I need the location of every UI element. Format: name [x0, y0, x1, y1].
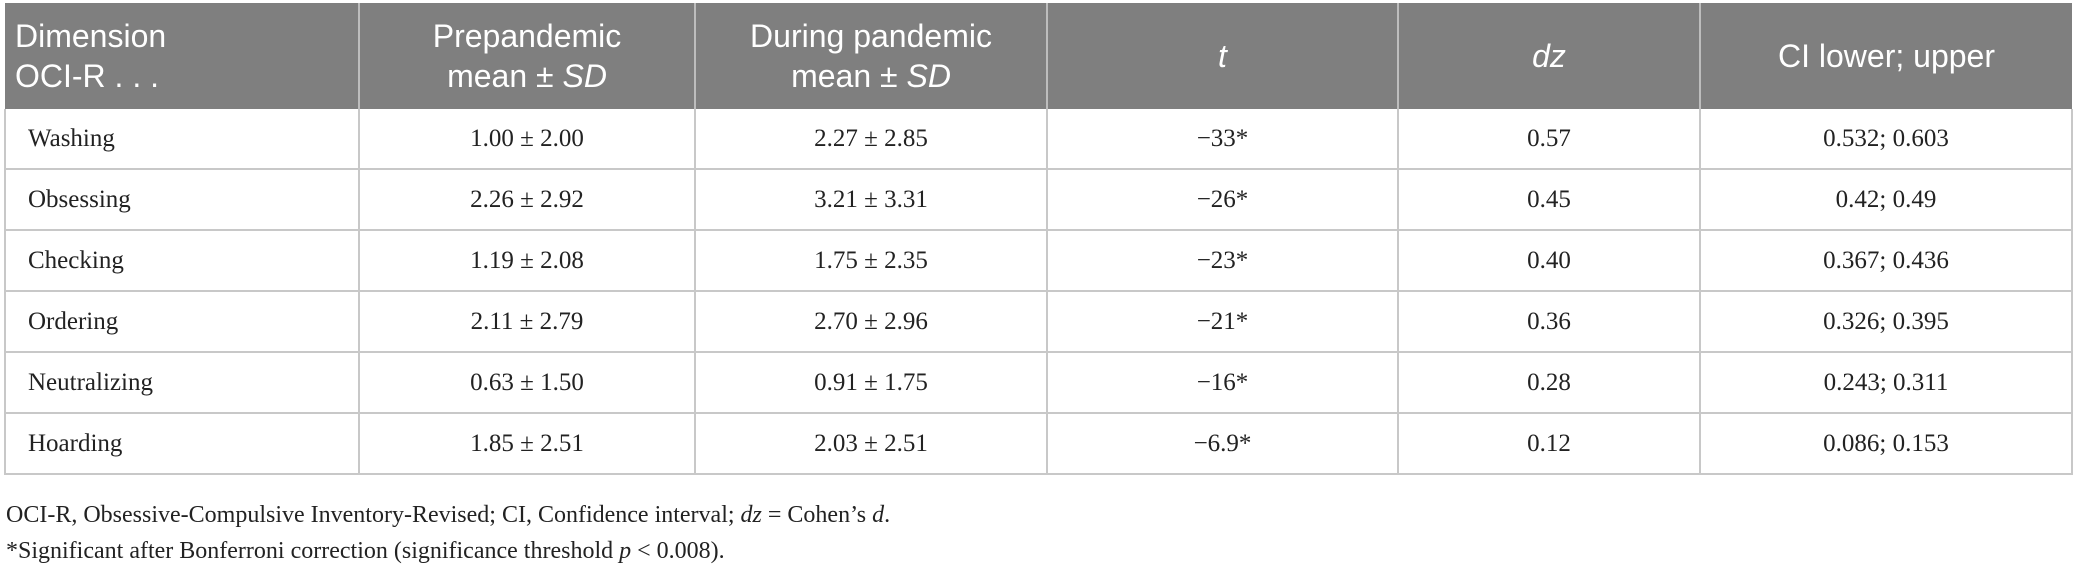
footnote-abbrev-dz: dz [740, 502, 762, 528]
cell-t: −21* [1046, 290, 1399, 353]
table-row: Checking 1.19 ± 2.08 1.75 ± 2.35 −23* 0.… [4, 229, 2073, 292]
footnote-abbrev-equals: = Cohen’s [761, 502, 873, 528]
header-t: t [1046, 3, 1398, 109]
cell-dimension: Checking [4, 229, 360, 292]
header-t-label: t [1218, 38, 1227, 74]
cell-dimension: Neutralizing [4, 351, 360, 414]
cell-t: −33* [1046, 109, 1399, 170]
cell-ci: 0.42; 0.49 [1699, 168, 2073, 231]
cell-dz: 0.57 [1397, 109, 1701, 170]
cell-dz: 0.40 [1397, 229, 1701, 292]
cell-during: 2.27 ± 2.85 [694, 109, 1048, 170]
header-prepandemic-mean: mean ± [447, 58, 563, 94]
results-table-container: Dimension OCI-R . . . Prepandemic mean ±… [4, 3, 2073, 475]
header-during-line1: During pandemic [750, 18, 992, 54]
header-during-pandemic: During pandemic mean ± SD [694, 3, 1047, 109]
footnote-significance: *Significant after Bonferroni correction… [6, 533, 890, 569]
results-table: Dimension OCI-R . . . Prepandemic mean ±… [4, 3, 2073, 475]
cell-during: 1.75 ± 2.35 [694, 229, 1048, 292]
header-dz: dz [1397, 3, 1700, 109]
cell-dz: 0.12 [1397, 412, 1701, 475]
cell-during: 2.03 ± 2.51 [694, 412, 1048, 475]
cell-during: 3.21 ± 3.31 [694, 168, 1048, 231]
table-footnotes: OCI-R, Obsessive-Compulsive Inventory-Re… [6, 497, 890, 569]
cell-t: −6.9* [1046, 412, 1399, 475]
footnote-abbrev-text: OCI-R, Obsessive-Compulsive Inventory-Re… [6, 502, 741, 528]
cell-t: −26* [1046, 168, 1399, 231]
table-row: Ordering 2.11 ± 2.79 2.70 ± 2.96 −21* 0.… [4, 290, 2073, 353]
cell-prepandemic: 1.00 ± 2.00 [358, 109, 696, 170]
cell-dimension: Obsessing [4, 168, 360, 231]
table-row: Washing 1.00 ± 2.00 2.27 ± 2.85 −33* 0.5… [4, 109, 2073, 170]
cell-prepandemic: 0.63 ± 1.50 [358, 351, 696, 414]
footnote-sig-text: *Significant after Bonferroni correction… [6, 538, 620, 564]
cell-ci: 0.243; 0.311 [1699, 351, 2073, 414]
cell-dimension: Washing [4, 109, 360, 170]
footnote-abbreviations: OCI-R, Obsessive-Compulsive Inventory-Re… [6, 497, 890, 533]
cell-ci: 0.086; 0.153 [1699, 412, 2073, 475]
cell-dimension: Ordering [4, 290, 360, 353]
cell-ci: 0.367; 0.436 [1699, 229, 2073, 292]
table-row: Neutralizing 0.63 ± 1.50 0.91 ± 1.75 −16… [4, 351, 2073, 414]
header-ci: CI lower; upper [1699, 3, 2072, 109]
cell-dz: 0.45 [1397, 168, 1701, 231]
header-dimension-line2: OCI-R . . . [15, 58, 159, 94]
header-during-mean: mean ± [791, 58, 907, 94]
cell-t: −23* [1046, 229, 1399, 292]
cell-ci: 0.532; 0.603 [1699, 109, 2073, 170]
header-dz-label: dz [1532, 38, 1566, 74]
header-prepandemic-line1: Prepandemic [432, 18, 622, 54]
table-row: Hoarding 1.85 ± 2.51 2.03 ± 2.51 −6.9* 0… [4, 412, 2073, 475]
cell-prepandemic: 1.19 ± 2.08 [358, 229, 696, 292]
header-prepandemic-sd: SD [562, 58, 607, 94]
cell-prepandemic: 2.26 ± 2.92 [358, 168, 696, 231]
header-prepandemic: Prepandemic mean ± SD [358, 3, 695, 109]
header-ci-label: CI lower; upper [1778, 38, 1995, 74]
footnote-abbrev-d: d [872, 502, 885, 528]
cell-dimension: Hoarding [4, 412, 360, 475]
cell-dz: 0.28 [1397, 351, 1701, 414]
header-during-sd: SD [906, 58, 951, 94]
cell-dz: 0.36 [1397, 290, 1701, 353]
footnote-sig-threshold: < 0.008). [631, 538, 725, 564]
cell-t: −16* [1046, 351, 1399, 414]
cell-ci: 0.326; 0.395 [1699, 290, 2073, 353]
header-dimension: Dimension OCI-R . . . [5, 3, 359, 109]
table-header-row: Dimension OCI-R . . . Prepandemic mean ±… [5, 3, 2072, 109]
cell-prepandemic: 1.85 ± 2.51 [358, 412, 696, 475]
table-row: Obsessing 2.26 ± 2.92 3.21 ± 3.31 −26* 0… [4, 168, 2073, 231]
header-dimension-line1: Dimension [15, 18, 167, 54]
cell-prepandemic: 2.11 ± 2.79 [358, 290, 696, 353]
cell-during: 2.70 ± 2.96 [694, 290, 1048, 353]
footnote-abbrev-end: . [884, 502, 891, 528]
cell-during: 0.91 ± 1.75 [694, 351, 1048, 414]
footnote-sig-p: p [619, 538, 632, 564]
